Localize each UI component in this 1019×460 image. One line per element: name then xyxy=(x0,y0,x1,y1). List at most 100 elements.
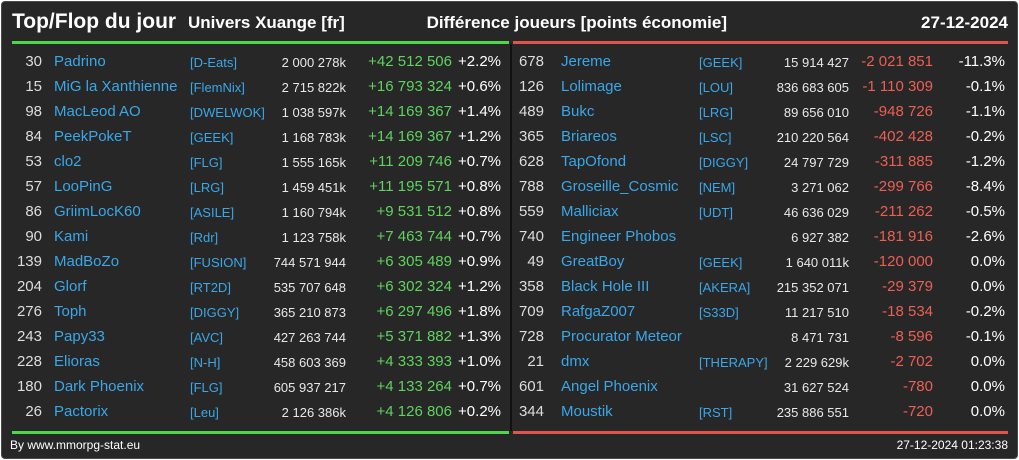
percent-value: +1.0% xyxy=(458,353,501,370)
top-row: 57 LooPinG [LRG] 1 459 451k +11 195 571 +0.8% xyxy=(2,174,502,199)
rank-value: 628 xyxy=(518,153,544,170)
player-name-link[interactable]: Dark Phoenix xyxy=(54,378,145,395)
guild-tag-link[interactable]: [GEEK] xyxy=(699,255,743,270)
top-row: 204 Glorf [RT2D] 535 707 648 +6 302 324 +1.2% xyxy=(2,274,502,299)
diff-value: +4 333 393 xyxy=(376,353,453,370)
guild-tag-link[interactable]: [S33D] xyxy=(699,305,739,320)
guild-tag-link[interactable]: [Rdr] xyxy=(190,230,219,245)
percent-value: +1.4% xyxy=(458,103,501,120)
top-row: 30 Padrino [D-Eats] 2 000 278k +42 512 506 +2… xyxy=(2,49,502,74)
guild-tag-link[interactable]: [LRG] xyxy=(699,105,733,120)
guild-tag-link[interactable]: [THERAPY] xyxy=(699,355,768,370)
guild-tag-link[interactable]: [NEM] xyxy=(699,180,736,195)
player-name-link[interactable]: RafgaZ007 xyxy=(561,303,636,320)
top-list: 30 Padrino [D-Eats] 2 000 278k +42 512 506 +2… xyxy=(2,49,502,424)
player-name-link[interactable]: clo2 xyxy=(54,153,82,170)
player-name-link[interactable]: Papy33 xyxy=(54,328,105,345)
guild-tag-link[interactable]: [UDT] xyxy=(699,205,733,220)
top-row: 98 MacLeod AO [DWELWOK] 1 038 597k +14 169 3… xyxy=(2,99,502,124)
percent-value: -0.5% xyxy=(965,203,1005,220)
player-name-link[interactable]: Malliciax xyxy=(561,203,619,220)
percent-value: -1.1% xyxy=(965,103,1005,120)
guild-tag-link[interactable]: [GEEK] xyxy=(190,130,234,145)
player-name-link[interactable]: MacLeod AO xyxy=(54,103,141,120)
flop-row: 740 Engineer Phobos 6 927 382 -181 916 -2.6% xyxy=(511,224,1011,249)
points-value: 605 937 217 xyxy=(273,380,346,395)
diff-value: -181 916 xyxy=(873,228,933,245)
guild-tag-link[interactable]: [FLG] xyxy=(190,380,223,395)
player-name-link[interactable]: Briareos xyxy=(561,128,617,145)
player-name-link[interactable]: PeekPokeT xyxy=(54,128,132,145)
player-name-link[interactable]: Groseille_Cosmic xyxy=(561,178,679,195)
player-name-link[interactable]: Moustik xyxy=(561,403,613,420)
footer-credit[interactable]: By www.mmorpg-stat.eu xyxy=(10,438,141,452)
guild-tag-link[interactable]: [Leu] xyxy=(190,405,219,420)
player-name-link[interactable]: Elioras xyxy=(54,353,100,370)
player-name-link[interactable]: Engineer Phobos xyxy=(561,228,677,245)
top-accent-bar xyxy=(12,41,509,44)
guild-tag-link[interactable]: [FLG] xyxy=(190,155,223,170)
guild-tag-link[interactable]: [N-H] xyxy=(190,355,221,370)
points-value: 458 603 369 xyxy=(273,355,346,370)
diff-value: +42 512 506 xyxy=(368,53,452,70)
player-name-link[interactable]: LooPinG xyxy=(54,178,113,195)
points-value: 6 927 382 xyxy=(791,230,849,245)
percent-value: -0.1% xyxy=(965,328,1005,345)
player-name-link[interactable]: Padrino xyxy=(54,53,106,70)
diff-value: -211 262 xyxy=(874,203,933,220)
diff-value: +14 169 367 xyxy=(368,128,452,145)
rank-value: 204 xyxy=(16,278,42,295)
player-name-link[interactable]: GriimLocK60 xyxy=(54,203,141,220)
diff-value: -8 596 xyxy=(890,328,933,345)
guild-tag-link[interactable]: [LOU] xyxy=(699,80,733,95)
guild-tag-link[interactable]: [LRG] xyxy=(190,180,224,195)
player-name-link[interactable]: Bukc xyxy=(561,103,595,120)
guild-tag-link[interactable]: [GEEK] xyxy=(699,55,743,70)
player-name-link[interactable]: Kami xyxy=(54,228,89,245)
player-name-link[interactable]: MiG la Xanthienne xyxy=(54,78,178,95)
player-name-link[interactable]: GreatBoy xyxy=(561,253,625,270)
player-name-link[interactable]: dmx xyxy=(561,353,590,370)
column-divider xyxy=(510,44,512,431)
player-name-link[interactable]: Lolimage xyxy=(561,78,622,95)
points-value: 365 210 873 xyxy=(273,305,346,320)
guild-tag-link[interactable]: [DIGGY] xyxy=(699,155,749,170)
points-value: 1 555 165k xyxy=(281,155,346,170)
percent-value: 0.0% xyxy=(970,353,1005,370)
guild-tag-link[interactable]: [DWELWOK] xyxy=(190,105,265,120)
guild-tag-link[interactable]: [D-Eats] xyxy=(190,55,237,70)
rank-value: 21 xyxy=(527,353,544,370)
rank-value: 84 xyxy=(25,128,42,145)
player-name-link[interactable]: Angel Phoenix xyxy=(561,378,658,395)
flop-row: 358 Black Hole III [AKERA] 215 352 071 -29 3… xyxy=(511,274,1011,299)
guild-tag-link[interactable]: [FUSION] xyxy=(190,255,247,270)
points-value: 2 229 629k xyxy=(784,355,849,370)
player-name-link[interactable]: Toph xyxy=(54,303,87,320)
flop-row: 21 dmx [THERAPY] 2 229 629k -2 702 0.0% xyxy=(511,349,1011,374)
guild-tag-link[interactable]: [FlemNix] xyxy=(190,80,245,95)
guild-tag-link[interactable]: [LSC] xyxy=(699,130,732,145)
guild-tag-link[interactable]: [RST] xyxy=(699,405,733,420)
player-name-link[interactable]: Jereme xyxy=(561,53,612,70)
percent-value: +1.2% xyxy=(458,278,501,295)
player-name-link[interactable]: Black Hole III xyxy=(561,278,650,295)
flop-row: 126 Lolimage [LOU] 836 683 605 -1 110 309 -0.… xyxy=(511,74,1011,99)
guild-tag-link[interactable]: [AVC] xyxy=(190,330,223,345)
diff-value: +4 133 264 xyxy=(376,378,453,395)
rank-value: 98 xyxy=(25,103,42,120)
top-row: 86 GriimLocK60 [ASILE] 1 160 794k +9 531 512… xyxy=(2,199,502,224)
player-name-link[interactable]: Glorf xyxy=(54,278,87,295)
player-name-link[interactable]: Procurator Meteor xyxy=(561,328,682,345)
player-name-link[interactable]: MadBoZo xyxy=(54,253,120,270)
player-name-link[interactable]: Pactorix xyxy=(54,403,109,420)
rank-value: 365 xyxy=(518,128,544,145)
rank-value: 344 xyxy=(518,403,544,420)
guild-tag-link[interactable]: [ASILE] xyxy=(190,205,235,220)
guild-tag-link[interactable]: [AKERA] xyxy=(699,280,751,295)
diff-value: -311 885 xyxy=(874,153,933,170)
guild-tag-link[interactable]: [DIGGY] xyxy=(190,305,240,320)
player-name-link[interactable]: TapOfond xyxy=(561,153,627,170)
guild-tag-link[interactable]: [RT2D] xyxy=(190,280,231,295)
points-value: 11 217 510 xyxy=(784,305,849,320)
top-row: 15 MiG la Xanthienne [FlemNix] 2 715 822k +1… xyxy=(2,74,502,99)
